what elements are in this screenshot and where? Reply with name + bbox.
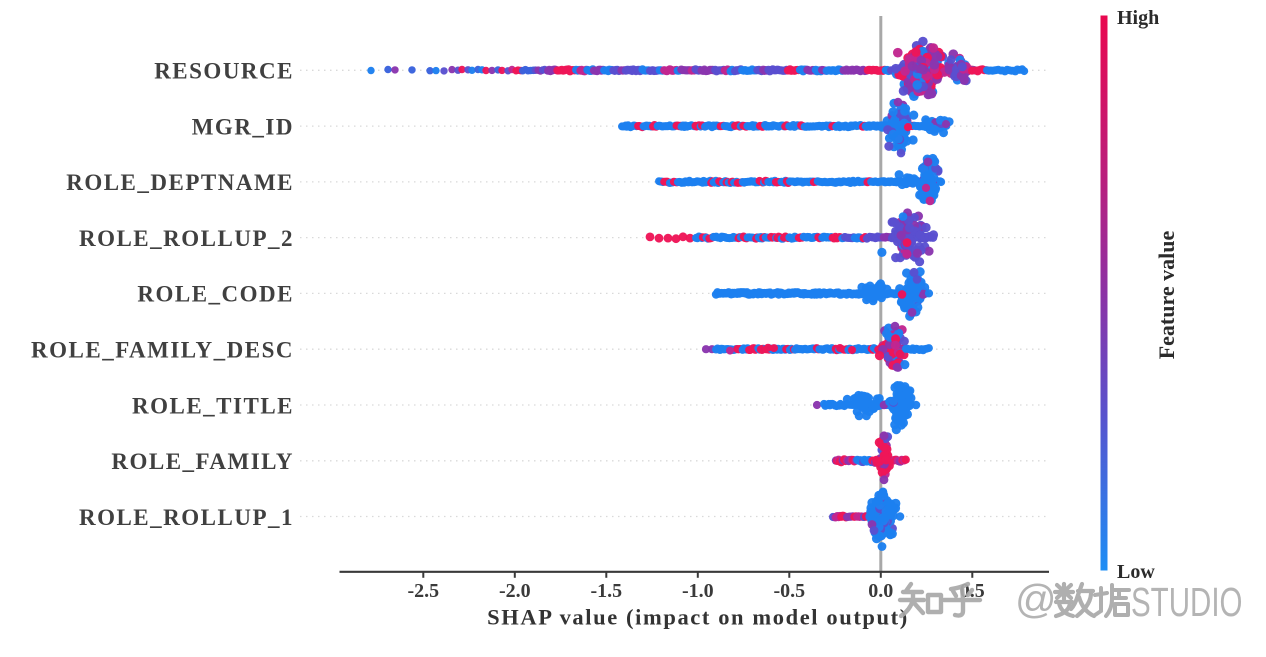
- svg-text:ROLE_ROLLUP_2: ROLE_ROLLUP_2: [79, 226, 294, 251]
- svg-text:-1.0: -1.0: [682, 580, 714, 602]
- svg-text:ROLE_CODE: ROLE_CODE: [137, 282, 294, 307]
- svg-text:STUDIO: STUDIO: [1131, 579, 1243, 625]
- svg-text:ROLE_TITLE: ROLE_TITLE: [132, 393, 294, 418]
- svg-text:ROLE_ROLLUP_1: ROLE_ROLLUP_1: [79, 505, 294, 530]
- svg-text:@: @: [1015, 576, 1057, 622]
- svg-text:RESOURCE: RESOURCE: [154, 59, 294, 84]
- svg-text:ROLE_FAMILY_DESC: ROLE_FAMILY_DESC: [31, 338, 294, 363]
- svg-text:-2.5: -2.5: [407, 580, 439, 602]
- svg-text:0.0: 0.0: [868, 580, 893, 602]
- svg-text:Feature value: Feature value: [1154, 231, 1179, 360]
- svg-text:-1.5: -1.5: [590, 580, 622, 602]
- svg-text:SHAP value (impact on model ou: SHAP value (impact on model output): [487, 605, 909, 630]
- svg-text:Low: Low: [1117, 561, 1155, 583]
- svg-text:MGR_ID: MGR_ID: [192, 114, 294, 139]
- svg-text:-0.5: -0.5: [773, 580, 805, 602]
- svg-text:-2.0: -2.0: [499, 580, 531, 602]
- svg-text:High: High: [1117, 7, 1159, 29]
- svg-text:ROLE_DEPTNAME: ROLE_DEPTNAME: [66, 170, 294, 195]
- svg-text:ROLE_FAMILY: ROLE_FAMILY: [111, 449, 294, 474]
